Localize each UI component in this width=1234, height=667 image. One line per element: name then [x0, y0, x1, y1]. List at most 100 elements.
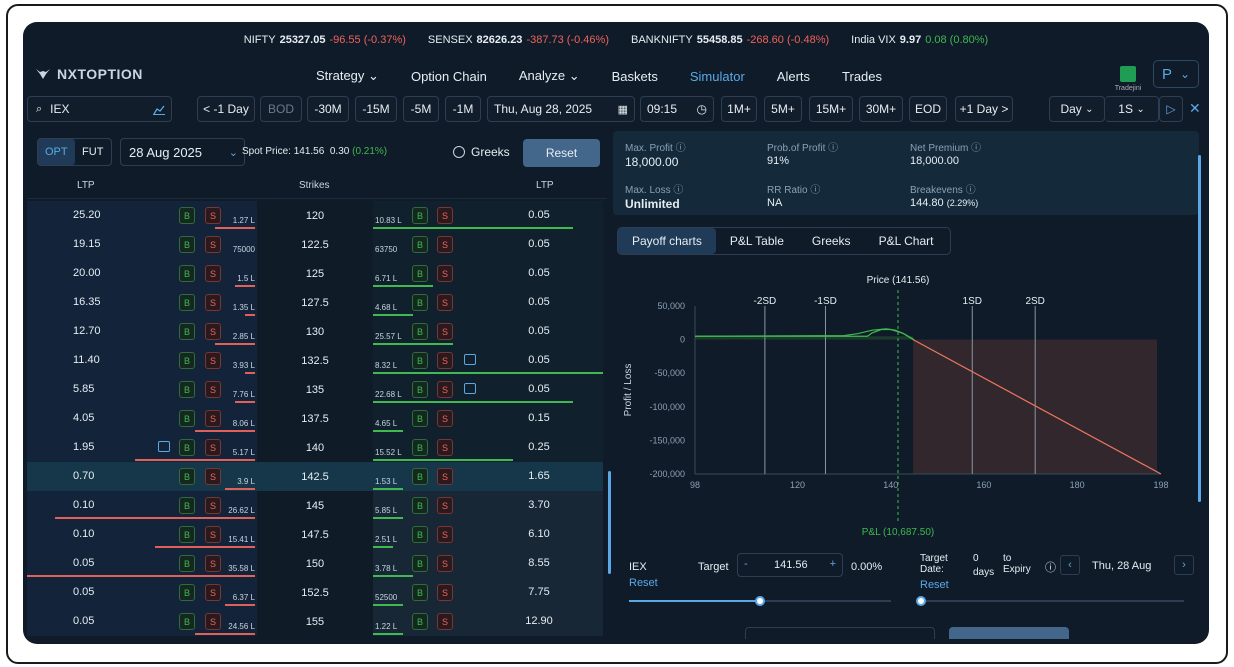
- tab-pnl-chart[interactable]: P&L Chart: [878, 234, 934, 248]
- call-sell-button[interactable]: S: [205, 352, 221, 369]
- target-value[interactable]: 141.56: [774, 559, 808, 571]
- call-buy-button[interactable]: B: [179, 410, 195, 427]
- put-buy-button[interactable]: B: [412, 468, 428, 485]
- chain-row[interactable]: 5.85 B S 7.76 L 135 22.68 L B S 0.05: [27, 375, 603, 404]
- speed-select[interactable]: 1S ⌄: [1105, 96, 1159, 122]
- minus-1m-button[interactable]: -1M: [445, 96, 481, 122]
- put-sell-button[interactable]: S: [437, 294, 453, 311]
- next-date-button[interactable]: ›: [1174, 555, 1194, 575]
- call-buy-button[interactable]: B: [179, 584, 195, 601]
- call-sell-button[interactable]: S: [205, 323, 221, 340]
- chain-row[interactable]: 0.05 B S 24.56 L 155 1.22 L B S 12.90: [27, 607, 603, 636]
- put-sell-button[interactable]: S: [437, 584, 453, 601]
- call-sell-button[interactable]: S: [205, 294, 221, 311]
- call-sell-button[interactable]: S: [205, 207, 221, 224]
- chain-row[interactable]: 0.70 B S 3.9 L 142.5 1.53 L B S 1.65: [27, 462, 603, 491]
- tab-greeks[interactable]: Greeks: [811, 234, 851, 248]
- target-reset-link[interactable]: Reset: [629, 577, 658, 589]
- logo[interactable]: NXTOPTION: [35, 66, 143, 82]
- call-sell-button[interactable]: S: [205, 584, 221, 601]
- put-buy-button[interactable]: B: [412, 555, 428, 572]
- put-sell-button[interactable]: S: [437, 613, 453, 630]
- put-buy-button[interactable]: B: [412, 207, 428, 224]
- date-slider[interactable]: [916, 596, 1184, 606]
- close-icon[interactable]: ✕: [1189, 100, 1201, 116]
- put-sell-button[interactable]: S: [437, 526, 453, 543]
- call-buy-button[interactable]: B: [179, 381, 195, 398]
- put-buy-button[interactable]: B: [412, 410, 428, 427]
- nav-alerts[interactable]: Alerts: [776, 68, 811, 84]
- chain-row[interactable]: 19.15 B S 75000 122.5 63750 B S 0.05: [27, 230, 603, 259]
- nav-option-chain[interactable]: Option Chain: [410, 68, 487, 84]
- call-buy-button[interactable]: B: [179, 555, 195, 572]
- call-buy-button[interactable]: B: [179, 207, 195, 224]
- chain-row[interactable]: 4.05 B S 8.06 L 137.5 4.65 L B S 0.15: [27, 404, 603, 433]
- put-buy-button[interactable]: B: [412, 584, 428, 601]
- call-buy-button[interactable]: B: [179, 526, 195, 543]
- put-sell-button[interactable]: S: [437, 207, 453, 224]
- call-buy-button[interactable]: B: [179, 323, 195, 340]
- tab-payoff-charts[interactable]: Payoff charts: [618, 228, 716, 254]
- greeks-toggle[interactable]: Greeks: [453, 145, 510, 159]
- call-sell-button[interactable]: S: [205, 236, 221, 253]
- put-sell-button[interactable]: S: [437, 265, 453, 282]
- basket-icon[interactable]: [464, 354, 476, 365]
- put-sell-button[interactable]: S: [437, 381, 453, 398]
- put-sell-button[interactable]: S: [437, 236, 453, 253]
- footer-button-left[interactable]: [745, 627, 935, 639]
- chain-row[interactable]: 11.40 B S 3.93 L 132.5 8.32 L B S 0.05: [27, 346, 603, 375]
- call-sell-button[interactable]: S: [205, 265, 221, 282]
- chain-row[interactable]: 0.10 B S 15.41 L 147.5 2.51 L B S 6.10: [27, 520, 603, 549]
- target-slider-handle[interactable]: [755, 596, 765, 606]
- basket-icon[interactable]: [464, 383, 476, 394]
- call-buy-button[interactable]: B: [179, 294, 195, 311]
- call-sell-button[interactable]: S: [205, 555, 221, 572]
- call-sell-button[interactable]: S: [205, 468, 221, 485]
- eod-button[interactable]: EOD: [909, 96, 947, 122]
- chain-row[interactable]: 16.35 B S 1.35 L 127.5 4.68 L B S 0.05: [27, 288, 603, 317]
- put-buy-button[interactable]: B: [412, 439, 428, 456]
- chart-icon[interactable]: [153, 104, 165, 115]
- call-buy-button[interactable]: B: [179, 352, 195, 369]
- interval-select[interactable]: Day ⌄: [1049, 96, 1105, 122]
- call-sell-button[interactable]: S: [205, 613, 221, 630]
- chain-row[interactable]: 12.70 B S 2.85 L 130 25.57 L B S 0.05: [27, 317, 603, 346]
- symbol-search[interactable]: ⌕ IEX: [27, 96, 172, 122]
- minus-15m-button[interactable]: -15M: [355, 96, 397, 122]
- plus-5m-button[interactable]: 5M+: [764, 96, 802, 122]
- nav-baskets[interactable]: Baskets: [611, 68, 658, 84]
- tab-pnl-table[interactable]: P&L Table: [729, 234, 784, 248]
- plus-1-day-button[interactable]: +1 Day >: [955, 96, 1013, 122]
- footer-button-right[interactable]: [949, 627, 1069, 639]
- payoff-chart[interactable]: 50,000 0 -50,000 -100,000 -150,000 -200,000 98…: [613, 261, 1209, 551]
- put-buy-button[interactable]: B: [412, 236, 428, 253]
- call-sell-button[interactable]: S: [205, 526, 221, 543]
- search-input[interactable]: IEX: [50, 102, 70, 116]
- put-buy-button[interactable]: B: [412, 323, 428, 340]
- nav-trades[interactable]: Trades: [842, 68, 883, 84]
- chain-row[interactable]: 20.00 B S 1.5 L 125 6.71 L B S 0.05: [27, 259, 603, 288]
- opt-tab[interactable]: OPT: [38, 139, 75, 165]
- put-sell-button[interactable]: S: [437, 410, 453, 427]
- date-slider-handle[interactable]: [916, 596, 926, 606]
- chain-row[interactable]: 0.10 B S 26.62 L 145 5.85 L B S 3.70: [27, 491, 603, 520]
- chain-row[interactable]: 25.20 B S 1.27 L 120 10.83 L B S 0.05: [27, 201, 603, 230]
- chain-row[interactable]: 1.95 B S 5.17 L 140 15.52 L B S 0.25: [27, 433, 603, 462]
- put-sell-button[interactable]: S: [437, 468, 453, 485]
- put-buy-button[interactable]: B: [412, 613, 428, 630]
- call-buy-button[interactable]: B: [179, 613, 195, 630]
- target-stepper[interactable]: - 141.56 +: [737, 553, 843, 577]
- call-buy-button[interactable]: B: [179, 468, 195, 485]
- put-buy-button[interactable]: B: [412, 265, 428, 282]
- put-sell-button[interactable]: S: [437, 555, 453, 572]
- plus-1m-button[interactable]: 1M+: [721, 96, 757, 122]
- decrement-button[interactable]: -: [744, 558, 748, 570]
- prev-date-button[interactable]: ‹: [1060, 555, 1080, 575]
- target-slider[interactable]: [629, 596, 891, 606]
- put-buy-button[interactable]: B: [412, 352, 428, 369]
- call-sell-button[interactable]: S: [205, 381, 221, 398]
- put-buy-button[interactable]: B: [412, 294, 428, 311]
- put-sell-button[interactable]: S: [437, 439, 453, 456]
- date-reset-link[interactable]: Reset: [920, 579, 949, 591]
- put-buy-button[interactable]: B: [412, 497, 428, 514]
